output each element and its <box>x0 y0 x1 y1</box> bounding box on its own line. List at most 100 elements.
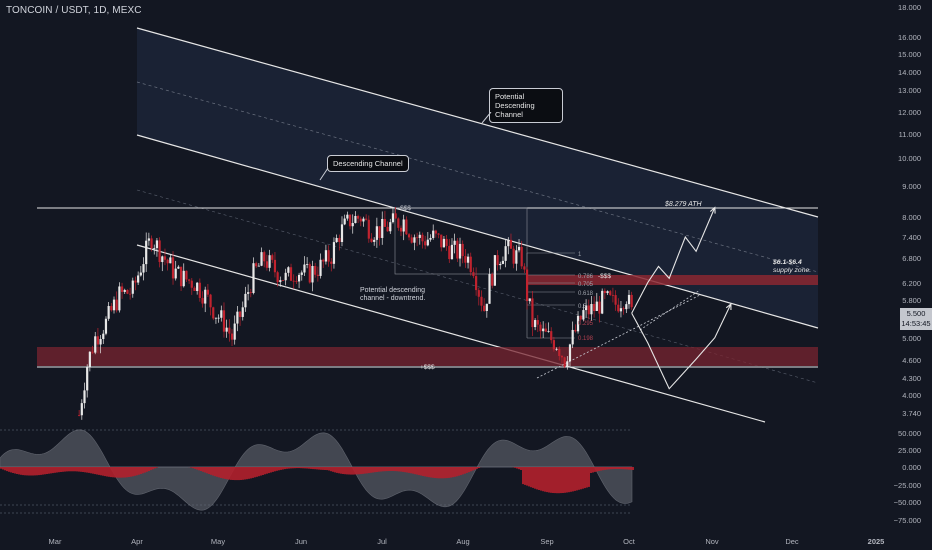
osc-hist-bar <box>562 467 564 493</box>
osc-hist-bar <box>58 467 60 473</box>
demand-zone[interactable] <box>37 347 818 366</box>
callout-lower-pointer <box>319 168 329 181</box>
osc-hist-bar <box>622 467 624 470</box>
osc-hist-bar <box>196 467 198 470</box>
price-tick: 7.400 <box>902 233 921 242</box>
osc-hist-bar <box>202 467 204 472</box>
osc-hist-bar <box>550 467 552 493</box>
osc-hist-bar <box>470 467 472 472</box>
candle-body <box>171 257 175 279</box>
candle-body <box>434 230 437 234</box>
candle-body <box>432 230 435 238</box>
osc-hist-bar <box>310 467 312 469</box>
candle-body <box>134 280 137 283</box>
candle-body <box>488 274 491 304</box>
lower-channel-bottom-line[interactable] <box>136 244 766 423</box>
osc-hist-bar <box>606 467 608 470</box>
osc-hist-bar <box>112 467 114 478</box>
osc-hist-bar <box>286 467 288 469</box>
osc-hist-bar <box>68 467 70 472</box>
osc-hist-bar <box>586 467 588 488</box>
candle-body <box>523 266 526 270</box>
osc-hist-bar <box>38 467 40 476</box>
price-tick: 9.000 <box>902 182 921 191</box>
candle-body <box>458 243 462 259</box>
osc-hist-bar <box>532 467 534 488</box>
osc-hist-bar <box>298 467 300 469</box>
candle-body <box>475 276 478 291</box>
support-trendline-2[interactable] <box>639 289 701 331</box>
osc-hist-bar <box>570 467 572 492</box>
osc-hist-bar <box>344 467 346 475</box>
price-tick: 5.000 <box>902 334 921 343</box>
candle-body <box>284 272 287 281</box>
osc-hist-bar <box>238 467 240 481</box>
osc-hist-bar <box>102 467 104 476</box>
osc-hist-bar <box>250 467 252 479</box>
candle-body <box>399 227 403 232</box>
osc-hist-bar <box>620 467 622 470</box>
candle-body <box>220 310 223 318</box>
osc-hist-bar <box>476 467 478 469</box>
osc-hist-bar <box>582 467 584 489</box>
time-axis[interactable]: Mar Apr May Jun Jul Aug Sep Oct Nov Dec 2025 <box>49 537 885 546</box>
candle-body <box>378 226 381 238</box>
price-tick: 6.200 <box>902 279 921 288</box>
osc-hist-bar <box>74 467 76 472</box>
price-tick: 10.000 <box>898 154 921 163</box>
callout-potential-channel[interactable]: Potential Descending Channel <box>489 88 563 123</box>
osc-hist-bar <box>274 467 276 472</box>
candle-body <box>346 214 349 219</box>
osc-hist-bar <box>32 467 34 476</box>
bullish-projection <box>631 207 716 314</box>
upper-channel-mid-line <box>136 81 819 273</box>
candle-body <box>517 246 521 251</box>
candle-body <box>611 294 615 296</box>
candle-body <box>91 351 94 353</box>
candle-body <box>440 234 443 248</box>
lower-channel-top-line[interactable] <box>136 134 819 329</box>
osc-hist-bar <box>410 467 412 474</box>
candle-body <box>571 329 574 345</box>
callout-descending-channel[interactable]: Descending Channel <box>327 155 409 172</box>
candle-body <box>212 307 215 319</box>
osc-hist-bar <box>416 467 418 475</box>
osc-hist-bar <box>252 467 254 478</box>
osc-hist-bar <box>146 467 148 472</box>
osc-hist-bar <box>388 467 390 471</box>
osc-hist-bar <box>466 467 468 473</box>
candle-body <box>617 304 620 312</box>
osc-hist-bar <box>446 467 448 479</box>
last-price-label[interactable]: 5.500 14:53:45 <box>900 308 932 330</box>
osc-hist-bar <box>42 467 44 475</box>
candles-group[interactable] <box>78 207 633 420</box>
candle-body <box>402 219 405 232</box>
supply-zone[interactable] <box>527 275 818 285</box>
candle-body <box>182 270 185 287</box>
candle-body <box>177 266 180 269</box>
upper-channel-top-line[interactable] <box>136 27 819 218</box>
chart-title[interactable]: TONCOIN / USDT, 1D, MEXC <box>6 5 142 16</box>
price-axis[interactable]: 18.000 16.000 15.000 14.000 13.000 12.000 11.0… <box>898 3 921 418</box>
candle-body <box>115 299 118 311</box>
candle-body <box>606 291 609 294</box>
osc-hist-bar <box>386 467 388 472</box>
osc-hist-bar <box>538 467 540 490</box>
osc-hist-bar <box>406 467 408 473</box>
projections-group[interactable] <box>631 206 732 390</box>
osc-hist-bar <box>0 467 2 469</box>
osc-hist-bar <box>518 467 520 470</box>
osc-hist-bar <box>616 467 618 469</box>
osc-hist-bar <box>306 467 308 469</box>
candle-body <box>249 292 252 294</box>
osc-hist-bar <box>598 467 600 471</box>
osc-hist-bar <box>10 467 12 473</box>
candle-body <box>515 250 518 264</box>
support-trendline[interactable] <box>536 294 701 379</box>
osc-hist-bar <box>596 467 598 472</box>
osc-hist-bar <box>244 467 246 480</box>
osc-hist-bar <box>536 467 538 490</box>
candle-body <box>525 269 529 302</box>
candle-body <box>104 318 108 334</box>
